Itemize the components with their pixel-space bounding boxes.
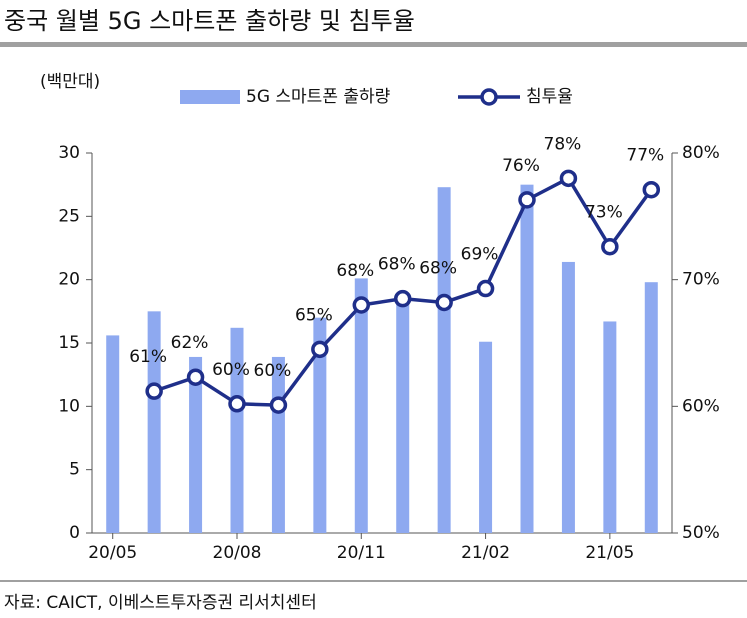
data-label: 68% — [378, 255, 416, 275]
bar — [147, 311, 161, 533]
y-axis-label: (백만대) — [40, 72, 100, 92]
bar — [106, 335, 120, 533]
x-tick-label: 20/05 — [88, 543, 137, 563]
data-label: 60% — [212, 360, 250, 380]
data-label: 73% — [585, 203, 623, 223]
y2-tick-label: 70% — [682, 270, 720, 290]
bar — [520, 184, 534, 533]
y-tick-label: 30 — [58, 143, 80, 163]
line-marker — [559, 169, 578, 188]
x-tick-label: 20/08 — [213, 543, 262, 563]
data-label: 68% — [336, 261, 374, 281]
line-marker — [393, 289, 412, 308]
y-tick-label: 0 — [69, 523, 80, 543]
line-marker — [518, 191, 536, 209]
x-tick-label: 21/05 — [585, 543, 634, 563]
line-marker — [311, 340, 329, 359]
data-label: 62% — [171, 333, 209, 353]
line-marker — [435, 293, 453, 312]
y2-tick-label: 60% — [682, 396, 720, 416]
x-tick-label: 21/02 — [461, 543, 510, 563]
line-marker — [145, 382, 163, 400]
bar — [271, 356, 285, 533]
data-label: 68% — [419, 258, 457, 278]
chart-title: 중국 월별 5G 스마트폰 출하량 및 침투율 — [4, 7, 415, 35]
line-marker — [186, 368, 205, 386]
y-tick-label: 20 — [58, 270, 80, 290]
bar — [561, 261, 575, 533]
legend-label: 침투율 — [526, 87, 573, 107]
bar — [603, 321, 617, 533]
data-label: 78% — [544, 134, 582, 154]
legend-swatch — [180, 90, 240, 104]
line-marker — [476, 279, 495, 298]
legend-label: 5G 스마트폰 출하량 — [246, 87, 391, 107]
data-label: 65% — [295, 305, 333, 325]
title-rule — [0, 42, 747, 47]
y-tick-label: 5 — [69, 460, 80, 480]
line-marker — [642, 180, 661, 199]
line-marker — [228, 395, 246, 413]
bar — [189, 356, 203, 533]
data-label: 69% — [461, 245, 499, 265]
bar — [313, 317, 327, 533]
x-tick-label: 20/11 — [337, 543, 386, 563]
bar — [644, 282, 658, 533]
legend-marker — [480, 88, 498, 106]
line-marker — [269, 396, 288, 414]
data-label: 77% — [626, 146, 664, 166]
y-tick-label: 25 — [58, 206, 80, 226]
bar — [396, 298, 410, 533]
data-label: 61% — [129, 347, 167, 367]
data-label: 60% — [254, 361, 292, 381]
bar — [479, 341, 493, 533]
y2-tick-label: 50% — [682, 523, 720, 543]
y-tick-label: 15 — [58, 333, 80, 353]
line-marker — [352, 296, 371, 314]
source: 자료: CAICT, 이베스트투자증권 리서치센터 — [4, 593, 317, 613]
y2-tick-label: 80% — [682, 143, 720, 163]
bar — [230, 327, 244, 533]
bar — [354, 278, 368, 533]
data-label: 76% — [502, 156, 540, 176]
bar — [437, 187, 451, 533]
y-tick-label: 10 — [58, 396, 80, 416]
line-marker — [601, 237, 619, 256]
source-rule — [0, 580, 747, 582]
